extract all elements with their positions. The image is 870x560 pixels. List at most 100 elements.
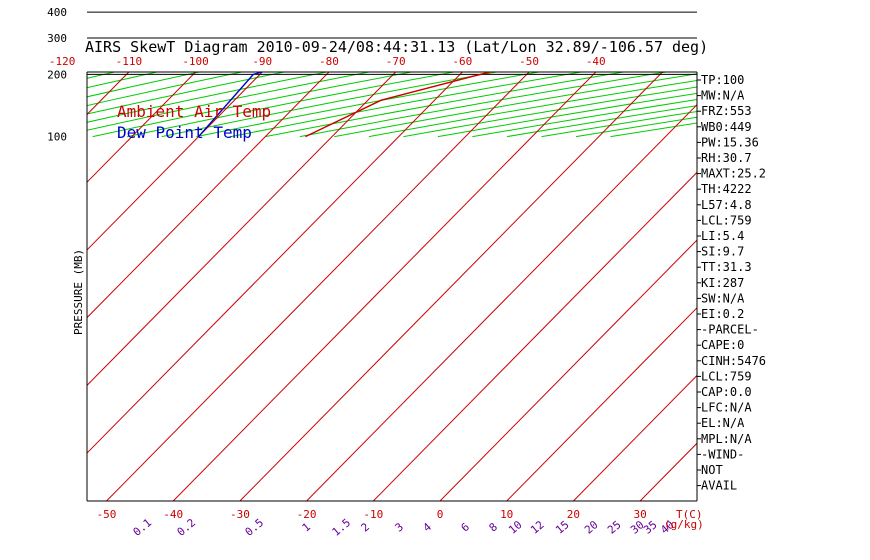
sounding-profiles [198,72,494,138]
axis-ticks: -120 -110 -100 -90 -80 -70 -60 -50 -40 -50 -40 -30 -… [49,55,677,539]
index-item: TP:100 [701,73,744,87]
mixing-ratio-line [799,0,870,24]
dry-adiabat [506,105,697,138]
isotherm [306,103,697,501]
moist-adiabat [630,0,870,38]
mixing-ratio-tick: 2 [359,520,372,534]
index-item: PW:15.36 [701,135,759,149]
bottom-temperature-tick: -10 [363,508,383,521]
mixing-ratio-tick: 12 [528,518,547,536]
moist-adiabat [601,0,870,38]
index-item: EL:N/A [701,416,745,430]
index-item: LCL:759 [701,369,752,383]
mixing-ratio-tick: 25 [605,518,624,536]
isotherm [239,72,663,501]
chart-title: AIRS SkewT Diagram 2010-09-24/08:44:31.1… [85,38,708,56]
index-item: MAXT:25.2 [701,167,766,181]
dry-adiabat [472,98,697,138]
mixing-ratio-tick: 1 [300,520,313,534]
index-item: CAPE:0 [701,338,744,352]
isotherm [439,239,697,501]
pressure-tick-label: 100 [47,131,67,144]
index-item: LI:5.4 [701,229,744,243]
bottom-temperature-tick: -50 [97,508,117,521]
top-temperature-tick: -120 [49,55,76,68]
mixing-ratio-line [746,0,870,24]
moist-adiabat [744,0,870,38]
isotherm [840,72,870,501]
isotherm [372,171,697,501]
mixing-ratio-tick: 4 [421,520,435,534]
index-item: TT:31.3 [701,260,752,274]
isotherm [87,72,330,319]
moist-adiabat [716,0,870,38]
index-item: CINH:5476 [701,354,766,368]
isotherm [87,72,397,387]
isotherm [506,307,697,501]
top-temperature-tick: -100 [182,55,209,68]
index-item: -WIND- [701,447,744,461]
mixing-ratio-line [716,0,870,24]
top-temperature-tick: -70 [386,55,406,68]
moist-adiabat [773,0,870,38]
moist-adiabat [687,0,870,38]
x-axis-label: T(C) [676,508,703,521]
mixing-ratio-line [768,0,870,24]
isotherm [87,72,196,183]
top-temperature-tick: -110 [116,55,143,68]
bottom-temperature-tick: -20 [297,508,317,521]
isotherm [87,72,463,454]
moist-adiabat [830,0,870,38]
dry-adiabat [403,86,697,138]
dry-adiabat [230,72,585,138]
index-item: NOT [701,463,723,477]
moist-adiabat [802,0,870,38]
index-item: MW:N/A [701,89,745,103]
dry-adiabat [299,72,670,138]
isotherm [573,374,697,501]
index-item: TH:4222 [701,182,752,196]
isotherm [172,72,597,501]
dry-adiabat [437,92,697,138]
pressure-tick-label: 400 [47,6,67,19]
top-temperature-tick: -50 [519,55,539,68]
dry-adiabat [196,72,542,138]
legend-dew-point-temp: Dew Point Temp [117,123,252,142]
moist-adiabat [859,0,870,38]
mixing-ratio-line [856,0,870,24]
pressure-tick-label: 200 [47,68,67,81]
index-item: RH:30.7 [701,151,752,165]
mixing-ratio-tick: 1.5 [330,516,354,539]
ambient-air-temp-line [305,72,494,138]
background-grid [87,0,870,501]
index-item: SW:N/A [701,291,745,305]
index-item: AVAIL [701,479,737,493]
top-temperature-tick: -40 [586,55,606,68]
index-item: CAP:0.0 [701,385,752,399]
y-axis-label: PRESSURE (MB) [72,249,85,335]
index-item: EI:0.2 [701,307,744,321]
pressure-tick-label: 300 [47,32,67,45]
bottom-temperature-tick: -40 [163,508,183,521]
index-item: L57:4.8 [701,198,752,212]
index-item: MPL:N/A [701,432,752,446]
mixing-ratio-tick: 6 [459,520,472,534]
mixing-ratio-tick: 8 [487,520,500,534]
bottom-temperature-tick: -30 [230,508,250,521]
top-temperature-tick: -90 [252,55,272,68]
isotherm [774,72,870,501]
index-item: KI:287 [701,276,744,290]
isotherm [87,72,263,251]
isotherm [106,72,530,501]
mixing-ratio-tick: 3 [393,520,406,534]
index-item: LFC:N/A [701,401,752,415]
mixing-ratio-tick: 0.1 [131,516,155,539]
top-temperature-tick: -60 [452,55,472,68]
isobar-lines: 1002003004005006007008009001000 [47,6,698,502]
top-temperature-tick: -80 [319,55,339,68]
index-item: -PARCEL- [701,323,759,337]
index-item: WB0:449 [701,120,752,134]
mixing-ratio-tick: 20 [582,518,601,536]
mixing-ratio-line [822,0,870,24]
